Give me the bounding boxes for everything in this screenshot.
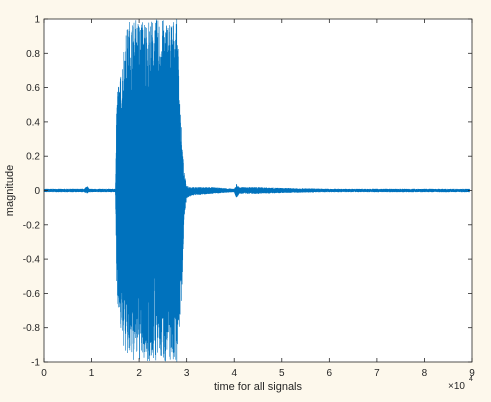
x-tick-label: 4	[231, 368, 237, 379]
signal-line	[43, 18, 470, 362]
y-tick-label: -0.8	[23, 323, 41, 334]
y-tick-label: -1	[31, 358, 40, 369]
y-tick-label: 0.2	[26, 152, 40, 163]
x-tick-label: 0	[41, 368, 47, 379]
x-tick-label: 8	[422, 368, 428, 379]
y-tick-label: 0.8	[26, 49, 40, 60]
x-tick-label: 1	[89, 368, 95, 379]
y-tick-label: 0	[34, 186, 40, 197]
y-axis-label: magnitude	[4, 165, 16, 216]
signal-series	[43, 18, 470, 362]
y-tick-label: 0.6	[26, 83, 40, 94]
x-axis-exponent-power: 4	[469, 376, 473, 383]
y-tick-label: 0.4	[26, 117, 40, 128]
x-tick-label: 5	[279, 368, 285, 379]
x-axis-exponent: ×10	[448, 381, 465, 392]
x-axis-ticks: 0 1 2 3 4 5 6 7 8 9	[41, 19, 475, 379]
y-tick-label: 1	[34, 15, 40, 26]
x-tick-label: 9	[469, 368, 475, 379]
x-tick-label: 7	[374, 368, 380, 379]
y-tick-label: -0.2	[23, 220, 41, 231]
x-tick-label: 6	[327, 368, 333, 379]
x-tick-label: 2	[136, 368, 142, 379]
y-axis-ticks: -1 -0.8 -0.6 -0.4 -0.2 0 0.2 0.4 0.6 0.8 1	[23, 15, 472, 369]
x-axis-label: time for all signals	[214, 381, 303, 393]
y-tick-label: -0.6	[23, 289, 41, 300]
x-tick-label: 3	[184, 368, 190, 379]
y-tick-label: -0.4	[23, 255, 41, 266]
